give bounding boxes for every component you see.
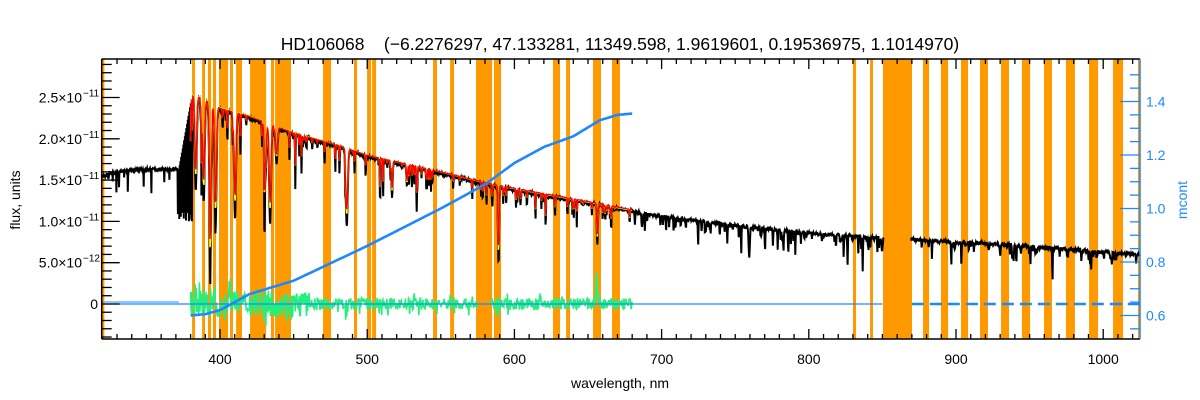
masked-band: [433, 59, 438, 339]
masked-band: [219, 59, 228, 339]
masked-band: [980, 59, 988, 339]
masked-band: [1113, 59, 1124, 339]
residual-line: [189, 278, 478, 326]
y-tick-mantissa: 2.0×10: [39, 131, 82, 147]
y-tick-exponent: −11: [83, 171, 100, 182]
x-tick-label: 900: [944, 351, 968, 367]
y2-axis-label: mcont: [1174, 181, 1190, 219]
x-tick-label: 700: [650, 351, 674, 367]
masked-band: [961, 59, 969, 339]
y2-tick-label: 1.4: [1146, 94, 1166, 110]
x-tick-label: 400: [208, 351, 232, 367]
y-tick-mantissa: 1.5×10: [39, 172, 82, 188]
masked-band: [230, 59, 233, 339]
masked-band: [852, 59, 857, 339]
y-tick-mantissa: 5.0×10: [39, 255, 82, 271]
y-tick-label: 1.5×10: [39, 172, 82, 188]
masked-band: [940, 59, 949, 339]
x-axis-label: wavelength, nm: [570, 375, 669, 391]
masked-band: [367, 59, 372, 339]
masked-band: [883, 59, 912, 339]
masked-band: [101, 59, 105, 339]
masked-band: [476, 59, 493, 339]
model-flux-line: [189, 94, 633, 246]
y-tick-label: 2.0×10: [39, 131, 82, 147]
y-tick-label: 0: [90, 296, 98, 312]
y-tick-label: 1.0×10: [39, 213, 82, 229]
series-layer: [100, 93, 1141, 326]
masked-band: [1001, 59, 1009, 339]
x-tick-label: 1000: [1088, 351, 1119, 367]
mcont-line: [190, 112, 633, 317]
masked-band: [1137, 59, 1140, 339]
y2-tick-label: 1.2: [1146, 147, 1166, 163]
y-axis-label: flux, units: [7, 170, 23, 229]
masked-band: [270, 59, 275, 339]
masked-band: [1065, 59, 1075, 339]
masked-band: [593, 59, 601, 339]
masked-band: [1044, 59, 1052, 339]
y-tick-mantissa: 1.0×10: [39, 213, 82, 229]
masked-band: [612, 59, 620, 339]
y-tick-exponent: −12: [83, 254, 100, 265]
y-tick-exponent: −11: [83, 212, 100, 223]
y2-tick-label: 1.0: [1146, 200, 1166, 216]
masked-band: [323, 59, 332, 339]
y-tick-exponent: −11: [83, 88, 100, 99]
y-tick-label: 5.0×10: [39, 255, 82, 271]
masked-band: [1089, 59, 1099, 339]
y-tick-exponent: −11: [83, 130, 100, 141]
residual-line: [490, 272, 633, 317]
masked-band: [192, 59, 196, 339]
masked-band: [923, 59, 930, 339]
y-tick-mantissa: 0: [90, 296, 98, 312]
x-tick-label: 500: [356, 351, 380, 367]
masked-band: [870, 59, 873, 339]
y2-tick-label: 0.8: [1146, 254, 1166, 270]
y-tick-label: 2.5×10: [39, 89, 82, 105]
masked-band: [236, 59, 242, 339]
y2-tick-label: 0.6: [1146, 307, 1166, 323]
observed-flux-line: [910, 235, 1141, 280]
masked-band: [1021, 59, 1031, 339]
masked-band: [450, 59, 455, 339]
axes: [100, 58, 1141, 340]
masked-band: [372, 59, 377, 339]
chart-title: HD106068 (−6.2276297, 47.133281, 11349.5…: [281, 34, 959, 54]
x-tick-label: 800: [797, 351, 821, 367]
y-tick-mantissa: 2.5×10: [39, 89, 82, 105]
masked-band: [353, 59, 358, 339]
x-tick-label: 600: [503, 351, 527, 367]
